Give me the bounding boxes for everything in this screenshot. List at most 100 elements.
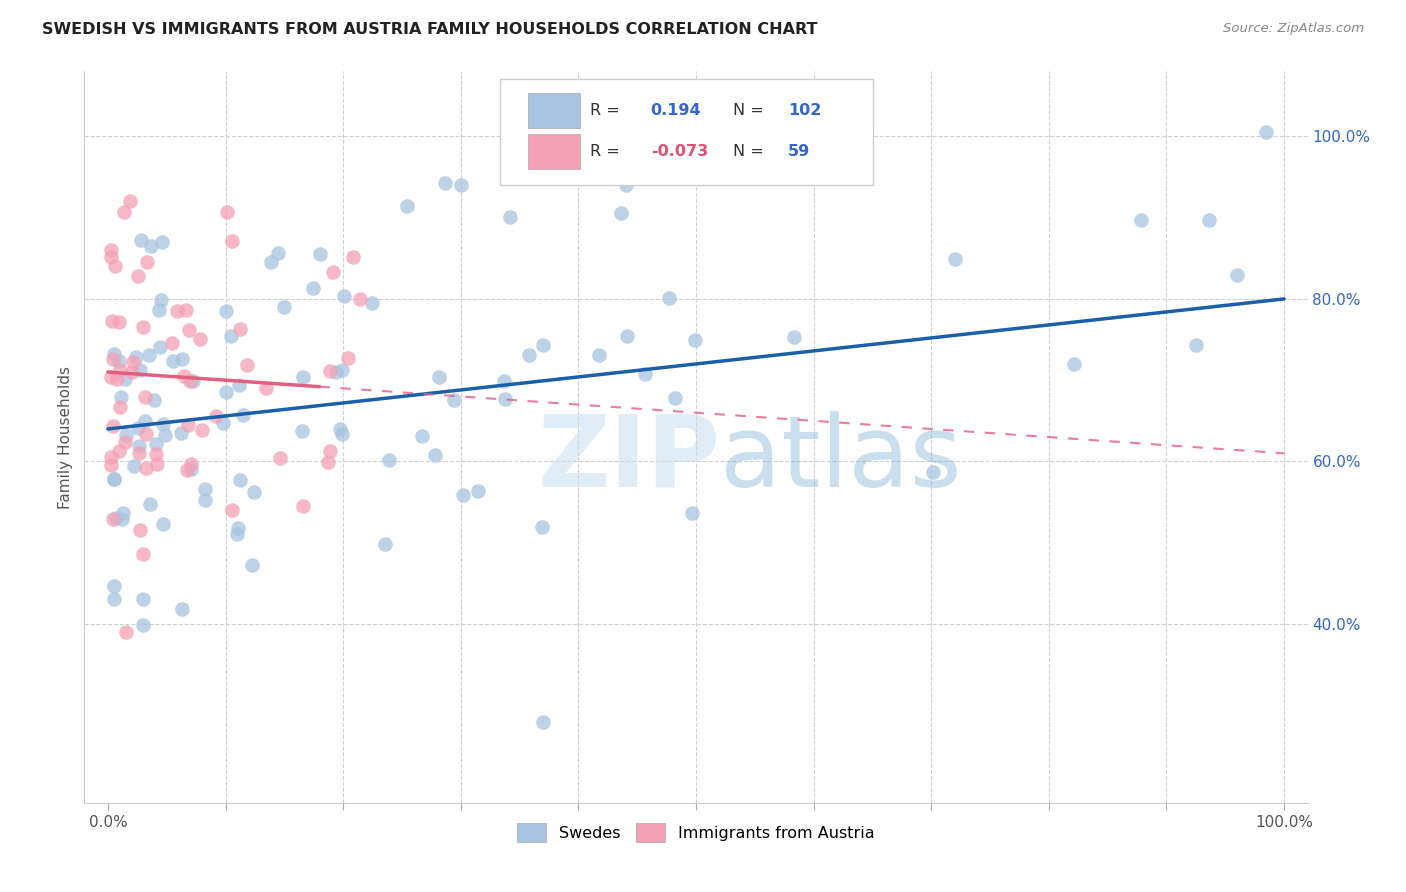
Point (319, 364, 342, 378)
Point (152, 417, 174, 431)
Point (100, 370, 122, 384)
Point (145, 447, 167, 461)
Point (260, 254, 283, 268)
Point (129, 363, 152, 377)
Point (336, 351, 359, 366)
Point (434, 176, 457, 190)
Point (112, 204, 135, 219)
Point (1256, 125, 1278, 139)
Point (322, 265, 344, 279)
Point (531, 338, 554, 352)
Point (112, 506, 135, 520)
Point (221, 234, 243, 248)
Point (120, 194, 142, 209)
Point (179, 374, 201, 388)
Point (135, 461, 157, 475)
Text: SWEDISH VS IMMIGRANTS FROM AUSTRIA FAMILY HOUSEHOLDS CORRELATION CHART: SWEDISH VS IMMIGRANTS FROM AUSTRIA FAMIL… (42, 22, 818, 37)
Point (103, 347, 125, 361)
Point (634, 367, 657, 381)
Point (1185, 338, 1208, 352)
Point (212, 416, 235, 430)
Point (219, 329, 242, 343)
Point (132, 320, 155, 334)
Point (111, 511, 134, 525)
Point (494, 392, 516, 406)
Point (921, 466, 943, 480)
Point (110, 363, 132, 377)
Point (316, 455, 339, 469)
Point (173, 368, 195, 383)
Point (616, 329, 638, 343)
Y-axis label: Family Households: Family Households (58, 366, 73, 508)
Point (150, 235, 173, 249)
FancyBboxPatch shape (529, 93, 579, 128)
Point (236, 358, 259, 372)
Point (172, 601, 194, 615)
Point (450, 178, 472, 193)
Point (194, 492, 217, 507)
Point (138, 348, 160, 362)
Point (221, 503, 243, 517)
Point (188, 332, 211, 346)
Point (395, 199, 418, 213)
Text: R =: R = (589, 103, 619, 118)
Point (427, 369, 450, 384)
Point (153, 427, 176, 442)
Point (129, 233, 152, 247)
Point (100, 243, 122, 257)
Point (100, 250, 122, 264)
Point (451, 488, 474, 502)
Point (105, 372, 128, 386)
Point (132, 592, 155, 607)
Point (110, 390, 132, 404)
Point (103, 578, 125, 592)
Point (232, 408, 254, 422)
Point (349, 292, 371, 306)
Point (127, 421, 149, 435)
Point (101, 419, 124, 434)
Point (150, 293, 173, 308)
Text: R =: R = (589, 145, 619, 160)
Point (103, 591, 125, 606)
FancyBboxPatch shape (529, 135, 579, 169)
Point (105, 511, 128, 525)
Point (374, 537, 396, 551)
Point (361, 295, 384, 310)
Point (101, 351, 124, 366)
Legend: Swedes, Immigrants from Austria: Swedes, Immigrants from Austria (509, 815, 883, 850)
Point (135, 427, 157, 442)
Point (104, 259, 127, 273)
Point (531, 520, 554, 534)
Point (121, 354, 143, 368)
Point (132, 547, 155, 561)
Point (943, 252, 966, 267)
Point (290, 424, 312, 438)
Text: atlas: atlas (720, 410, 962, 508)
Point (378, 453, 401, 467)
Point (217, 205, 239, 219)
Point (423, 448, 446, 462)
Text: ZIP: ZIP (537, 410, 720, 508)
Point (1063, 357, 1085, 371)
Point (176, 463, 198, 477)
Point (273, 300, 295, 314)
Point (103, 472, 125, 486)
FancyBboxPatch shape (501, 78, 873, 185)
Point (1226, 268, 1249, 283)
Point (166, 304, 188, 318)
Point (572, 113, 595, 128)
Point (499, 210, 522, 224)
Point (162, 354, 184, 368)
Point (494, 374, 516, 388)
Point (128, 439, 150, 453)
Point (152, 516, 174, 531)
Point (267, 245, 290, 260)
Point (783, 329, 806, 343)
Point (176, 417, 198, 432)
Point (101, 512, 124, 526)
Point (100, 450, 122, 464)
Point (411, 428, 433, 442)
Point (614, 178, 637, 193)
Point (1129, 212, 1152, 227)
Point (145, 457, 167, 471)
